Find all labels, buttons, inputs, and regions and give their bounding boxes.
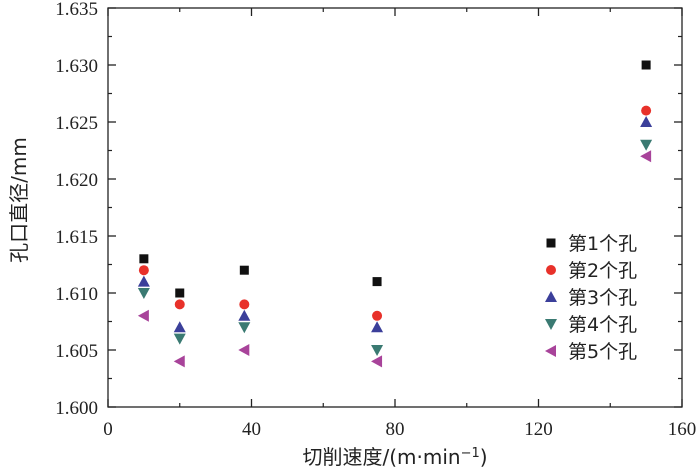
legend-marker (546, 265, 556, 275)
y-tick-label: 1.615 (55, 227, 98, 248)
data-point (640, 139, 653, 151)
legend-item: 第5个孔 (545, 341, 637, 363)
x-axis-title-sup: −1 (461, 446, 480, 461)
legend-item: 第4个孔 (545, 314, 637, 336)
legend-label: 第4个孔 (568, 314, 637, 336)
data-point (371, 345, 384, 356)
series-4 (137, 139, 653, 356)
data-point (640, 150, 652, 163)
data-point (239, 299, 250, 310)
legend-marker (545, 345, 556, 357)
data-point (137, 275, 150, 287)
data-point (640, 116, 653, 127)
data-point (173, 355, 185, 368)
data-point (371, 321, 384, 333)
legend-item: 第2个孔 (546, 260, 637, 282)
data-point (174, 299, 185, 310)
y-tick-label: 1.600 (55, 398, 98, 419)
series-3 (137, 116, 653, 333)
series-1 (139, 60, 651, 298)
data-marks (137, 60, 653, 368)
data-point (137, 288, 150, 299)
legend-label: 第1个孔 (568, 233, 637, 255)
data-point (641, 105, 652, 116)
data-point (173, 333, 186, 345)
data-point (175, 288, 185, 298)
x-tick-label: 120 (524, 419, 553, 440)
legend-label: 第2个孔 (568, 260, 637, 282)
data-point (239, 265, 249, 275)
legend-marker (546, 238, 556, 248)
axes: 0 40 80 120 160 1.600 1.605 1.610 1.615 1.620 1.62… (55, 0, 696, 440)
x-axis-title: 切削速度/(m·min−1) (302, 445, 487, 469)
data-point (138, 265, 149, 276)
data-point (238, 322, 251, 334)
legend-label: 第3个孔 (568, 287, 637, 309)
legend-marker (545, 319, 557, 330)
x-tick-label: 160 (668, 419, 697, 440)
y-tick-label: 1.605 (55, 341, 98, 362)
x-axis-title-main: 切削速度/(m·min (302, 445, 460, 469)
legend-item: 第3个孔 (545, 287, 637, 309)
y-tick-label: 1.620 (55, 170, 98, 191)
data-point (641, 60, 651, 70)
y-tick-label: 1.630 (55, 56, 98, 77)
x-tick-label: 0 (103, 419, 113, 440)
series-5 (137, 150, 652, 368)
data-point (372, 277, 382, 287)
y-tick-label: 1.635 (55, 0, 98, 20)
x-tick-label: 40 (242, 419, 261, 440)
data-point (173, 321, 186, 333)
data-point (371, 355, 383, 368)
data-point (139, 254, 149, 264)
legend-label: 第5个孔 (568, 341, 637, 363)
y-tick-label: 1.625 (55, 113, 98, 134)
data-point (238, 344, 250, 356)
data-point (137, 309, 149, 322)
x-tick-label: 80 (386, 419, 405, 440)
series-2 (138, 105, 652, 321)
x-axis-title-tail: ) (480, 445, 488, 469)
data-point (238, 309, 251, 321)
y-axis-title: 孔口直径/mm (7, 137, 31, 263)
legend-marker (545, 291, 557, 302)
data-point (372, 310, 383, 321)
legend-item: 第1个孔 (546, 233, 637, 255)
y-tick-label: 1.610 (55, 284, 98, 305)
